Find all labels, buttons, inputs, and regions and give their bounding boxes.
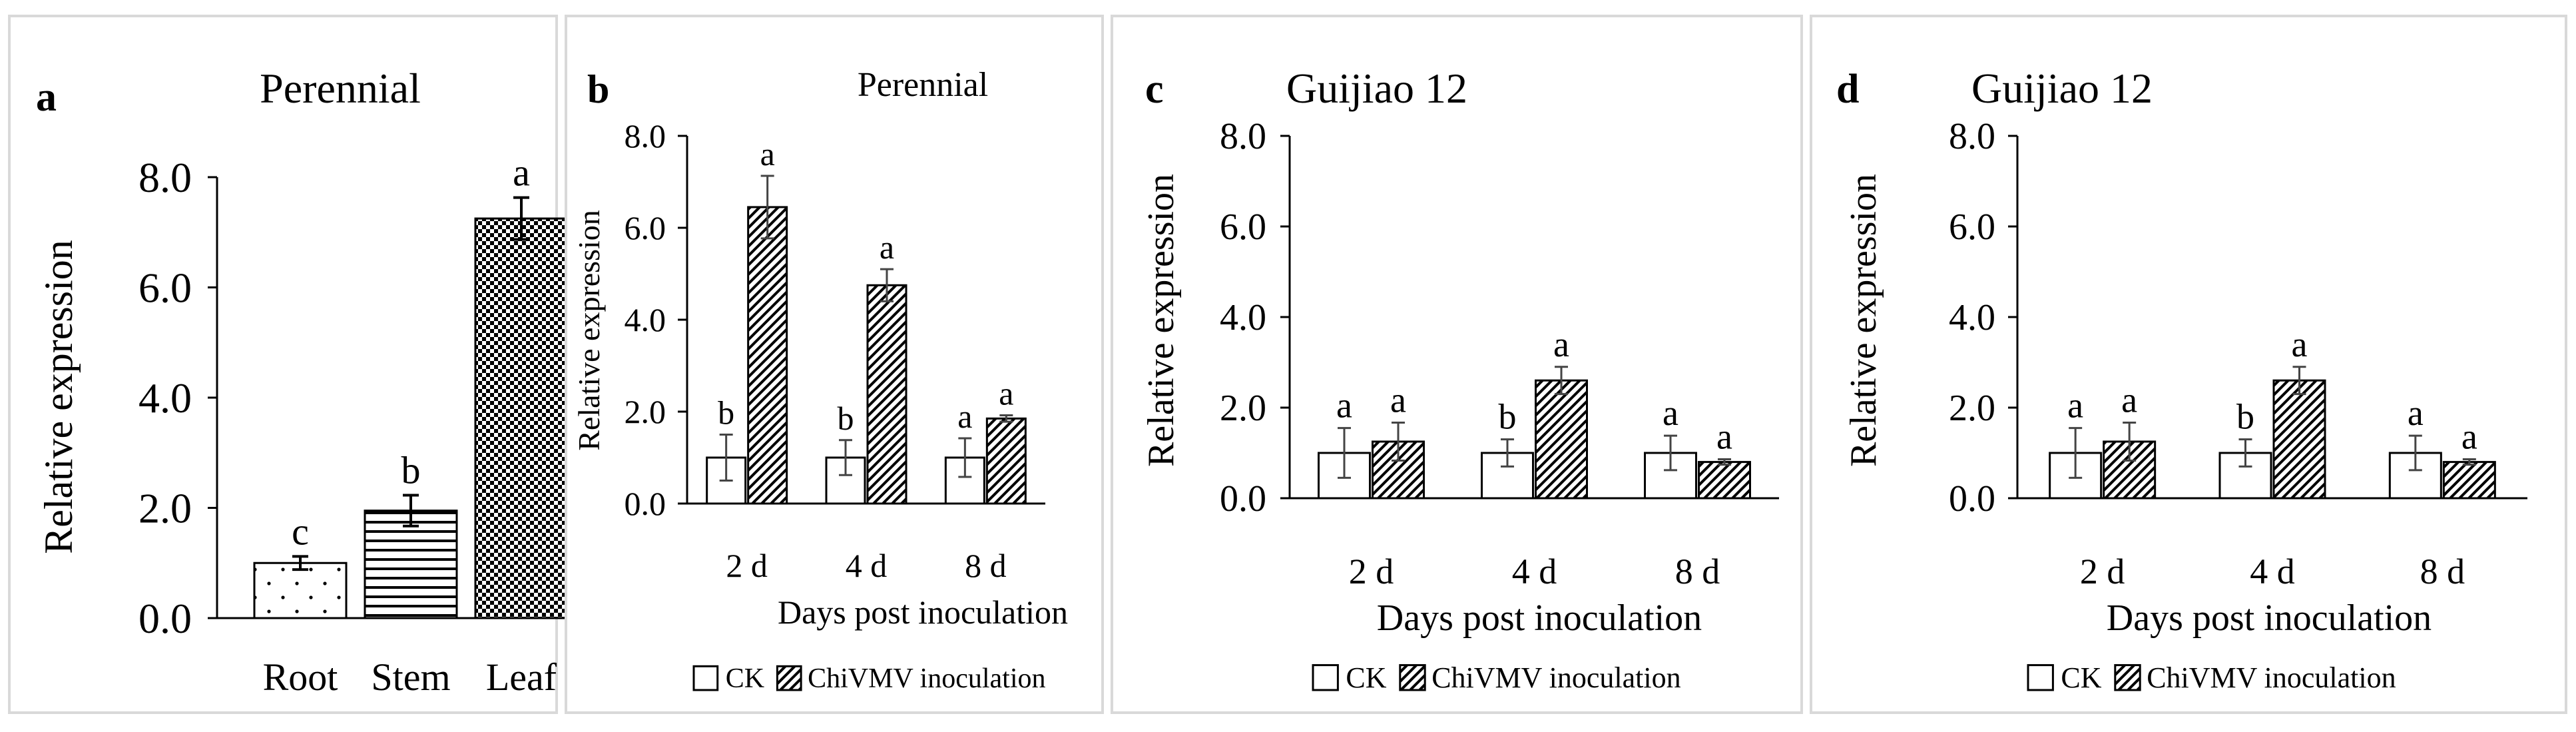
y-tick-label: 8.0 bbox=[625, 117, 666, 155]
y-tick-label: 2.0 bbox=[625, 393, 666, 430]
x-axis-label: Days post inoculation bbox=[778, 593, 1068, 631]
x-category-label: 2 d bbox=[2080, 551, 2125, 591]
legend-label-chivmv: ChiVMV inoculation bbox=[808, 663, 1045, 694]
significance-letter: a bbox=[1336, 386, 1352, 426]
y-tick-label: 8.0 bbox=[138, 154, 192, 201]
y-tick-label: 2.0 bbox=[1949, 388, 1995, 429]
x-category-label: 8 d bbox=[1675, 551, 1720, 591]
significance-letter: a bbox=[2292, 324, 2308, 364]
significance-letter: a bbox=[2067, 386, 2083, 426]
chart-panel-a: a Perennial 0.0 2.0 4.0 6.0 8.0 Relative expres… bbox=[8, 15, 569, 714]
chart-a-svg: a Perennial 0.0 2.0 4.0 6.0 8.0 Relative expres… bbox=[36, 65, 569, 699]
x-axis-label: Days post inoculation bbox=[2107, 597, 2432, 639]
legend-swatch-ck bbox=[692, 665, 719, 691]
y-axis-label: Relative expression bbox=[1141, 174, 1182, 467]
chart-panel-d: d Guijiao 12 0.0 2.0 4.0 6.0 8.0 Relative expre… bbox=[1810, 15, 2567, 714]
significance-letter: b bbox=[1499, 397, 1517, 437]
y-axis-label: Relative expression bbox=[572, 210, 606, 451]
significance-letter: a bbox=[760, 135, 775, 173]
y-tick-label: 0.0 bbox=[1949, 478, 1995, 520]
x-axis-label: Days post inoculation bbox=[1377, 597, 1702, 639]
y-tick-label: 4.0 bbox=[1220, 297, 1266, 338]
bar bbox=[2272, 379, 2326, 500]
x-category-label: 8 d bbox=[965, 547, 1007, 584]
chart-panel-b: b Perennial 0.0 2.0 4.0 6.0 8.0 Relative expres… bbox=[565, 15, 1104, 714]
legend-label-chivmv: ChiVMV inoculation bbox=[2147, 661, 2396, 694]
legend-label-ck: CK bbox=[1346, 661, 1386, 694]
legend-label-chivmv: ChiVMV inoculation bbox=[1431, 661, 1680, 694]
significance-letter: b bbox=[401, 448, 421, 492]
legend-swatch-ck bbox=[2027, 664, 2054, 691]
bar bbox=[1698, 461, 1751, 500]
significance-letter: a bbox=[2461, 417, 2477, 457]
chart-c-svg: c Guijiao 12 0.0 2.0 4.0 6.0 8.0 Relative expre… bbox=[1141, 65, 1779, 694]
panel-letter: a bbox=[36, 75, 57, 120]
chart-title: Perennial bbox=[260, 65, 421, 112]
significance-letter: b bbox=[718, 394, 734, 432]
significance-letter: c bbox=[292, 510, 309, 553]
chart-d-svg: d Guijiao 12 0.0 2.0 4.0 6.0 8.0 Relative expre… bbox=[1836, 65, 2527, 694]
significance-letter: a bbox=[1716, 417, 1732, 457]
bar bbox=[866, 284, 907, 505]
x-category-label: 8 d bbox=[2420, 551, 2465, 591]
legend-swatch-chivmv bbox=[776, 665, 802, 691]
y-tick-label: 6.0 bbox=[138, 264, 192, 311]
x-category-label: Root bbox=[263, 655, 338, 699]
significance-letter: a bbox=[999, 375, 1013, 412]
significance-letter: a bbox=[2408, 393, 2424, 433]
bar bbox=[1535, 379, 1588, 500]
significance-letter: a bbox=[1553, 324, 1569, 364]
y-tick-label: 0.0 bbox=[625, 485, 666, 522]
legend-swatch-chivmv bbox=[2114, 664, 2141, 691]
significance-letter: b bbox=[2236, 397, 2254, 437]
legend-label-ck: CK bbox=[726, 663, 764, 694]
y-tick-label: 4.0 bbox=[625, 301, 666, 338]
bar bbox=[2442, 461, 2496, 500]
y-tick-label: 2.0 bbox=[138, 484, 192, 532]
x-category-label: 4 d bbox=[1512, 551, 1557, 591]
significance-letter: a bbox=[880, 228, 894, 266]
y-tick-label: 8.0 bbox=[1220, 116, 1266, 157]
x-category-label: Stem bbox=[371, 655, 450, 699]
bar bbox=[985, 417, 1027, 505]
significance-letter: b bbox=[838, 400, 854, 437]
panel-letter: b bbox=[587, 67, 609, 111]
x-category-label: 4 d bbox=[2250, 551, 2295, 591]
y-axis-label: Relative expression bbox=[1843, 174, 1884, 467]
significance-letter: a bbox=[1663, 393, 1678, 433]
x-category-label: 2 d bbox=[726, 547, 768, 584]
significance-letter: a bbox=[513, 151, 530, 194]
chart-title: Guijiao 12 bbox=[1971, 65, 2153, 112]
significance-letter: a bbox=[2121, 380, 2137, 420]
y-tick-label: 4.0 bbox=[138, 374, 192, 422]
chart-b-svg: b Perennial 0.0 2.0 4.0 6.0 8.0 Relative expres… bbox=[572, 66, 1068, 694]
y-tick-label: 6.0 bbox=[625, 209, 666, 246]
chart-panel-c: c Guijiao 12 0.0 2.0 4.0 6.0 8.0 Relative expre… bbox=[1111, 15, 1803, 714]
y-tick-label: 8.0 bbox=[1949, 116, 1995, 157]
y-tick-label: 2.0 bbox=[1220, 388, 1266, 429]
significance-letter: a bbox=[957, 398, 972, 435]
legend-swatch-chivmv bbox=[1399, 664, 1426, 691]
y-tick-label: 6.0 bbox=[1220, 206, 1266, 248]
bar bbox=[474, 217, 569, 619]
chart-title: Perennial bbox=[858, 66, 988, 104]
significance-letter: a bbox=[1390, 380, 1406, 420]
x-category-label: Leaf bbox=[486, 655, 557, 699]
x-category-label: 4 d bbox=[846, 547, 888, 584]
y-tick-label: 4.0 bbox=[1949, 297, 1995, 338]
y-tick-label: 0.0 bbox=[1220, 478, 1266, 520]
legend-swatch-ck bbox=[1312, 664, 1339, 691]
y-axis-label: Relative expression bbox=[37, 240, 81, 554]
chart-title: Guijiao 12 bbox=[1286, 65, 1467, 112]
panel-letter: d bbox=[1836, 67, 1859, 112]
y-tick-label: 0.0 bbox=[138, 595, 192, 642]
x-category-label: 2 d bbox=[1349, 551, 1394, 591]
panel-letter: c bbox=[1145, 67, 1164, 112]
y-tick-label: 6.0 bbox=[1949, 206, 1995, 248]
bar bbox=[747, 206, 788, 505]
bar bbox=[253, 561, 348, 619]
legend-label-ck: CK bbox=[2061, 661, 2101, 694]
